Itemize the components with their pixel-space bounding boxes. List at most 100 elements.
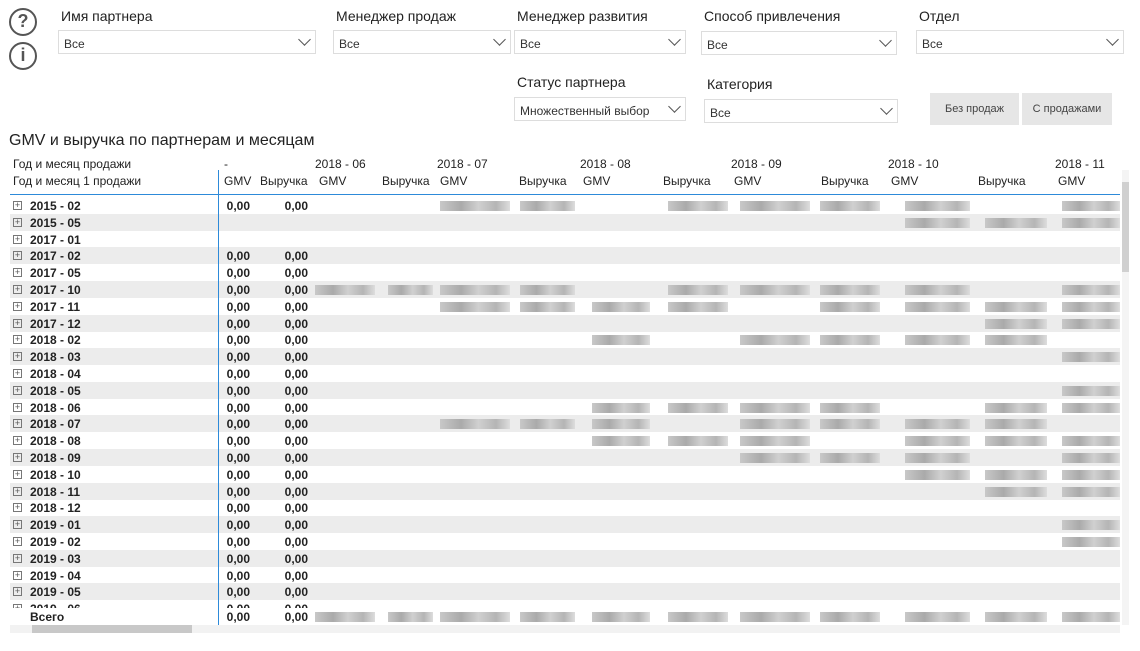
table-row[interactable]: + 2018 - 09 0,00 0,00 <box>10 449 1120 466</box>
chevron-down-icon <box>493 33 506 46</box>
info-icon[interactable]: i <box>9 42 37 70</box>
expand-icon[interactable]: + <box>13 485 22 496</box>
table-row[interactable]: + 2018 - 11 0,00 0,00 <box>10 482 1120 500</box>
masked-value <box>592 301 650 312</box>
filter-dropdown[interactable]: Все <box>514 30 686 54</box>
masked-value <box>1062 436 1120 447</box>
expand-icon[interactable]: + <box>13 284 22 294</box>
with-sales-button[interactable]: С продажами <box>1022 93 1112 125</box>
expand-icon[interactable]: + <box>13 351 22 362</box>
gmv-value: 0,00 <box>226 266 250 281</box>
table-row[interactable]: + 2018 - 04 0,00 0,00 <box>10 365 1120 382</box>
no-sales-button[interactable]: Без продаж <box>930 93 1019 125</box>
horizontal-scrollbar[interactable] <box>10 625 1120 633</box>
table-row[interactable]: + 2019 - 06 0,00 0,00 <box>10 600 1120 611</box>
help-icon[interactable]: ? <box>9 8 37 36</box>
expand-icon[interactable]: + <box>13 604 22 611</box>
row-header-first-sale-month: Год и месяц 1 продажи <box>13 174 142 188</box>
column-header-rev[interactable]: Выручка <box>519 174 567 188</box>
table-row[interactable]: + 2019 - 04 0,00 0,00 <box>10 567 1120 584</box>
expand-icon[interactable]: + <box>13 250 22 261</box>
expand-icon[interactable]: + <box>13 317 22 328</box>
masked-value <box>1062 520 1120 531</box>
scroll-thumb[interactable] <box>1122 182 1129 272</box>
column-header-rev[interactable]: Выручка <box>382 174 430 188</box>
row-label: 2017 - 02 <box>30 249 81 264</box>
masked-value <box>905 419 970 430</box>
filter-dropdown[interactable]: Все <box>58 30 316 54</box>
expand-icon[interactable]: + <box>13 300 22 311</box>
column-header-gmv[interactable]: GMV <box>224 174 252 188</box>
column-header-gmv[interactable]: GMV <box>319 174 347 188</box>
expand-icon[interactable]: + <box>13 368 22 378</box>
table-row[interactable]: + 2019 - 02 0,00 0,00 <box>10 533 1120 550</box>
column-header-gmv[interactable]: GMV <box>734 174 762 188</box>
row-label: 2017 - 12 <box>30 316 81 331</box>
column-header-gmv[interactable]: GMV <box>583 174 611 188</box>
expand-icon[interactable]: + <box>13 468 22 479</box>
expand-icon[interactable]: + <box>13 536 22 546</box>
row-label: 2019 - 04 <box>30 568 81 583</box>
table-row[interactable]: + 2017 - 01 <box>10 231 1120 248</box>
expand-icon[interactable]: + <box>13 586 22 597</box>
table-row[interactable]: + 2018 - 05 0,00 0,00 <box>10 381 1120 399</box>
filter-dropdown[interactable]: Все <box>701 31 897 55</box>
expand-icon[interactable]: + <box>13 334 22 345</box>
row-label: 2019 - 01 <box>30 518 81 533</box>
filter-dropdown[interactable]: Все <box>704 99 898 123</box>
gmv-value: 0,00 <box>226 299 250 314</box>
expand-icon[interactable]: + <box>13 267 22 278</box>
revenue-value: 0,00 <box>284 367 308 381</box>
column-header-rev[interactable]: Выручка <box>821 174 869 188</box>
table-row[interactable]: + 2018 - 03 0,00 0,00 <box>10 348 1120 366</box>
vertical-scrollbar[interactable] <box>1122 170 1129 625</box>
table-row[interactable]: + 2015 - 05 <box>10 213 1120 231</box>
table-row[interactable]: + 2017 - 02 0,00 0,00 <box>10 247 1120 265</box>
expand-icon[interactable]: + <box>13 519 22 530</box>
expand-icon[interactable]: + <box>13 200 22 210</box>
expand-icon[interactable]: + <box>13 233 22 244</box>
column-header-rev[interactable]: Выручка <box>663 174 711 188</box>
table-row[interactable]: + 2019 - 01 0,00 0,00 <box>10 516 1120 534</box>
filter-dropdown[interactable]: Множественный выбор <box>514 97 686 121</box>
expand-icon[interactable]: + <box>13 418 22 429</box>
column-header-rev[interactable]: Выручка <box>978 174 1026 188</box>
table-row[interactable]: + 2019 - 05 0,00 0,00 <box>10 583 1120 601</box>
masked-value <box>985 217 1047 228</box>
row-label: 2015 - 05 <box>30 215 81 230</box>
table-row[interactable]: + 2018 - 08 0,00 0,00 <box>10 432 1120 449</box>
column-header-gmv[interactable]: GMV <box>440 174 468 188</box>
table-row[interactable]: + 2019 - 03 0,00 0,00 <box>10 549 1120 567</box>
column-header-gmv[interactable]: GMV <box>891 174 919 188</box>
expand-icon[interactable]: + <box>13 452 22 462</box>
table-row[interactable]: + 2018 - 02 0,00 0,00 <box>10 331 1120 348</box>
chevron-down-icon <box>298 33 311 46</box>
table-row[interactable]: + 2018 - 07 0,00 0,00 <box>10 415 1120 433</box>
expand-icon[interactable]: + <box>13 569 22 580</box>
gmv-value: 0,00 <box>226 602 250 611</box>
table-row[interactable]: + 2018 - 12 0,00 0,00 <box>10 499 1120 516</box>
expand-icon[interactable]: + <box>13 435 22 446</box>
revenue-value: 0,00 <box>284 467 308 482</box>
table-row[interactable]: + 2018 - 10 0,00 0,00 <box>10 466 1120 483</box>
table-row[interactable]: + 2017 - 11 0,00 0,00 <box>10 298 1120 315</box>
filter-label: Имя партнера <box>61 8 153 24</box>
gmv-value: 0,00 <box>226 199 250 213</box>
table-row[interactable]: + 2017 - 05 0,00 0,00 <box>10 264 1120 281</box>
expand-icon[interactable]: + <box>13 216 22 227</box>
filter-dropdown[interactable]: Все <box>916 30 1124 54</box>
column-header-rev[interactable]: Выручка <box>260 174 308 188</box>
filter-dropdown[interactable]: Все <box>333 30 511 54</box>
expand-icon[interactable]: + <box>13 401 22 412</box>
table-row[interactable]: + 2018 - 06 0,00 0,00 <box>10 399 1120 416</box>
masked-value <box>440 285 510 295</box>
column-header-gmv[interactable]: GMV <box>1058 174 1086 188</box>
scroll-thumb[interactable] <box>32 625 192 633</box>
row-label: 2019 - 03 <box>30 551 81 566</box>
expand-icon[interactable]: + <box>13 552 22 563</box>
table-row[interactable]: + 2017 - 12 0,00 0,00 <box>10 314 1120 332</box>
table-row[interactable]: + 2017 - 10 0,00 0,00 <box>10 281 1120 298</box>
table-row[interactable]: + 2015 - 02 0,00 0,00 <box>10 197 1120 214</box>
expand-icon[interactable]: + <box>13 502 22 513</box>
expand-icon[interactable]: + <box>13 384 22 395</box>
